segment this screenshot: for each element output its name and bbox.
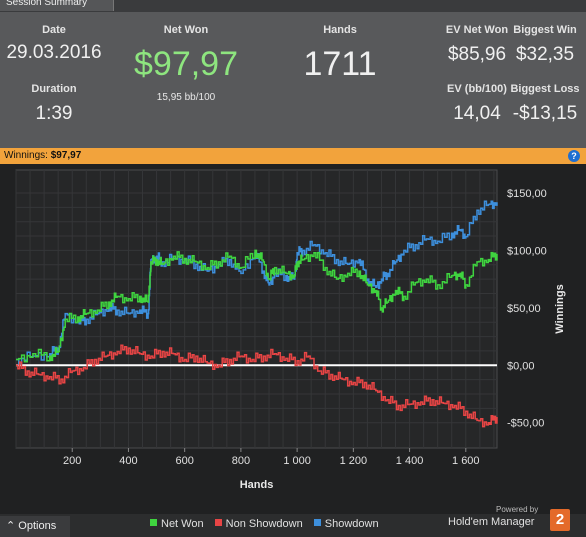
winnings-chart-area: 200 400 600 800 1 000 1 200 1 400 1 600 $150,00 $… [0, 164, 586, 514]
legend-net-won: Net Won [150, 518, 204, 530]
winnings-bar: Winnings: $97,97 ? [0, 148, 586, 164]
winnings-label: Winnings: [4, 150, 48, 161]
chart-legend: Net Won Non Showdown Showdown [150, 518, 387, 530]
hands-value: 1711 [303, 45, 377, 83]
tab-session-summary[interactable]: Session Summary [0, 0, 114, 11]
biggest-loss-label: Biggest Loss [510, 83, 580, 95]
help-icon[interactable]: ? [568, 150, 580, 162]
y-axis-label: Winnings [554, 284, 566, 333]
biggest-win-label: Biggest Win [513, 24, 577, 36]
netwon-value: $97,97 [134, 45, 238, 83]
ev-bb100-label: EV (bb/100) [447, 83, 507, 95]
ev-net-won-value: $85,96 [447, 44, 507, 65]
options-button[interactable]: ⌃ Options [0, 516, 70, 537]
x-tick-label: 1 200 [340, 455, 368, 467]
plot-area [15, 169, 498, 449]
y-tick-label: $100,00 [507, 245, 547, 257]
legend-showdown: Showdown [313, 518, 379, 530]
duration-label: Duration [31, 83, 77, 95]
series-line-net-won [16, 249, 498, 363]
tab-bar: Session Summary [0, 0, 586, 12]
winnings-value: $97,97 [50, 150, 82, 161]
x-tick-label: 1 000 [283, 455, 311, 467]
x-axis-label: Hands [240, 479, 274, 491]
x-tick-label: 1 400 [396, 455, 424, 467]
hem2-logo-icon: 2 [550, 509, 570, 531]
y-tick-label: $150,00 [507, 188, 547, 200]
y-tick-label: $50,00 [507, 303, 541, 315]
legend-non-showdown: Non Showdown [214, 518, 303, 530]
winnings-chart: 200 400 600 800 1 000 1 200 1 400 1 600 $150,00 $… [15, 169, 566, 491]
biggest-win-value: $32,35 [515, 44, 575, 65]
netwon-bb100: 15,95 bb/100 [156, 92, 216, 103]
x-tick-label: 1 600 [452, 455, 480, 467]
netwon-label: Net Won [163, 24, 209, 36]
powered-by-text: Powered by [496, 505, 539, 514]
duration-value: 1:39 [35, 103, 73, 124]
biggest-loss-value: -$13,15 [512, 103, 578, 124]
date-value: 29.03.2016 [6, 42, 102, 63]
footer: ⌃ Options Net Won Non Showdown Showdown … [0, 505, 586, 537]
x-tick-label: 800 [232, 455, 250, 467]
ev-net-won-label: EV Net Won [445, 24, 509, 36]
hands-label: Hands [323, 24, 357, 36]
x-tick-label: 200 [63, 455, 81, 467]
brand-name: Hold'em Manager [448, 516, 535, 528]
session-summary-panel: Date 29.03.2016 Duration 1:39 Net Won $9… [0, 12, 586, 148]
chevron-up-icon: ⌃ [6, 520, 16, 532]
y-tick-label: $0,00 [507, 360, 535, 372]
x-tick-label: 600 [175, 455, 193, 467]
x-tick-label: 400 [119, 455, 137, 467]
options-label: Options [18, 520, 57, 532]
ev-bb100-value: 14,04 [453, 103, 501, 124]
series-line-non-showdown [16, 344, 498, 428]
date-label: Date [42, 24, 66, 36]
y-tick-label: -$50,00 [507, 418, 544, 430]
